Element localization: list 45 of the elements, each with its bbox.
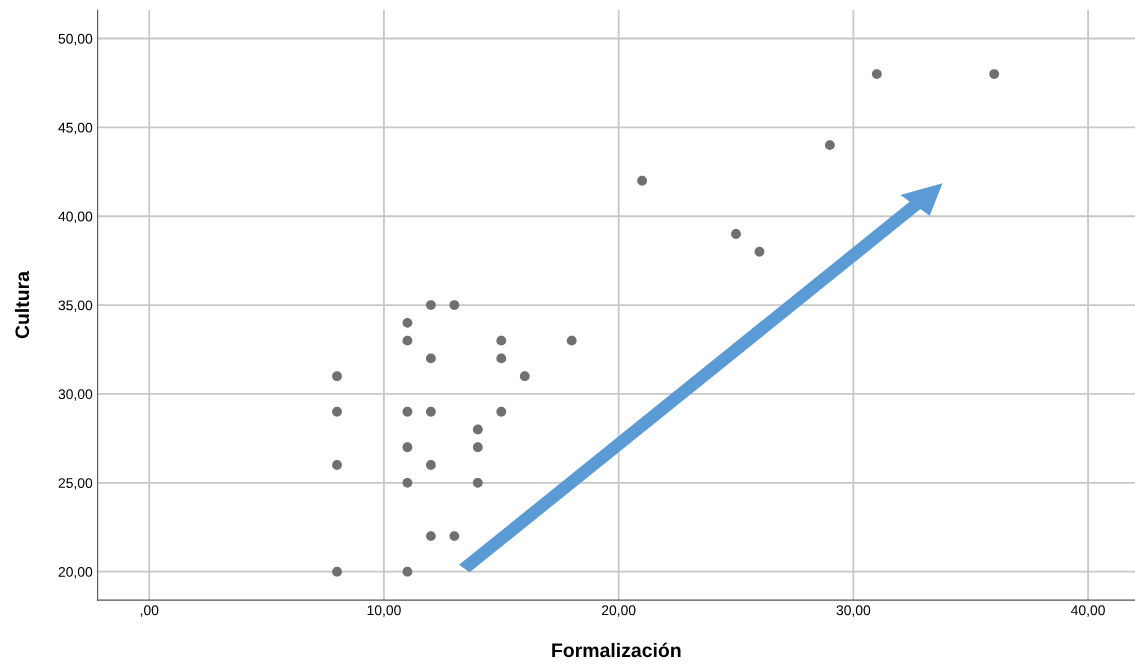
point	[425, 406, 436, 417]
point	[425, 531, 436, 542]
y-tick-label: 45,00	[58, 122, 93, 135]
y-tick-label: 40,00	[58, 211, 93, 224]
y-axis-title: Cultura	[14, 270, 30, 339]
point	[425, 460, 436, 470]
x-tick-label: 30,00	[836, 605, 871, 617]
point	[871, 69, 882, 79]
point	[754, 246, 765, 257]
point	[449, 531, 460, 542]
point	[566, 335, 577, 346]
point	[637, 175, 648, 186]
y-tick-label: 20,00	[58, 567, 93, 579]
point	[332, 371, 342, 382]
point	[449, 300, 460, 310]
point	[402, 442, 413, 453]
point	[824, 140, 835, 151]
x-tick-label: ,00	[140, 605, 159, 617]
point	[425, 300, 436, 310]
y-tick-label: 50,00	[58, 33, 93, 46]
point	[402, 477, 413, 488]
x-tick-label: 10,00	[367, 605, 401, 617]
point	[496, 406, 507, 417]
point	[496, 335, 507, 346]
x-tick-label: 20,00	[601, 605, 636, 617]
point	[332, 460, 342, 470]
point	[425, 353, 436, 364]
point	[402, 317, 413, 328]
y-tick-label: 35,00	[58, 300, 93, 312]
y-tick-label: 25,00	[58, 478, 93, 490]
point	[472, 442, 483, 453]
point	[402, 406, 413, 417]
point	[402, 566, 413, 577]
point	[472, 424, 483, 435]
point	[402, 335, 413, 346]
x-axis-title: Formalización	[552, 642, 681, 658]
point	[519, 371, 530, 382]
point	[989, 69, 1000, 79]
point	[496, 353, 507, 364]
point	[472, 477, 483, 488]
y-tick-label: 30,00	[58, 389, 93, 401]
point	[332, 406, 342, 417]
x-tick-label: 40,00	[1071, 605, 1105, 617]
point	[731, 229, 741, 239]
point	[332, 566, 342, 577]
